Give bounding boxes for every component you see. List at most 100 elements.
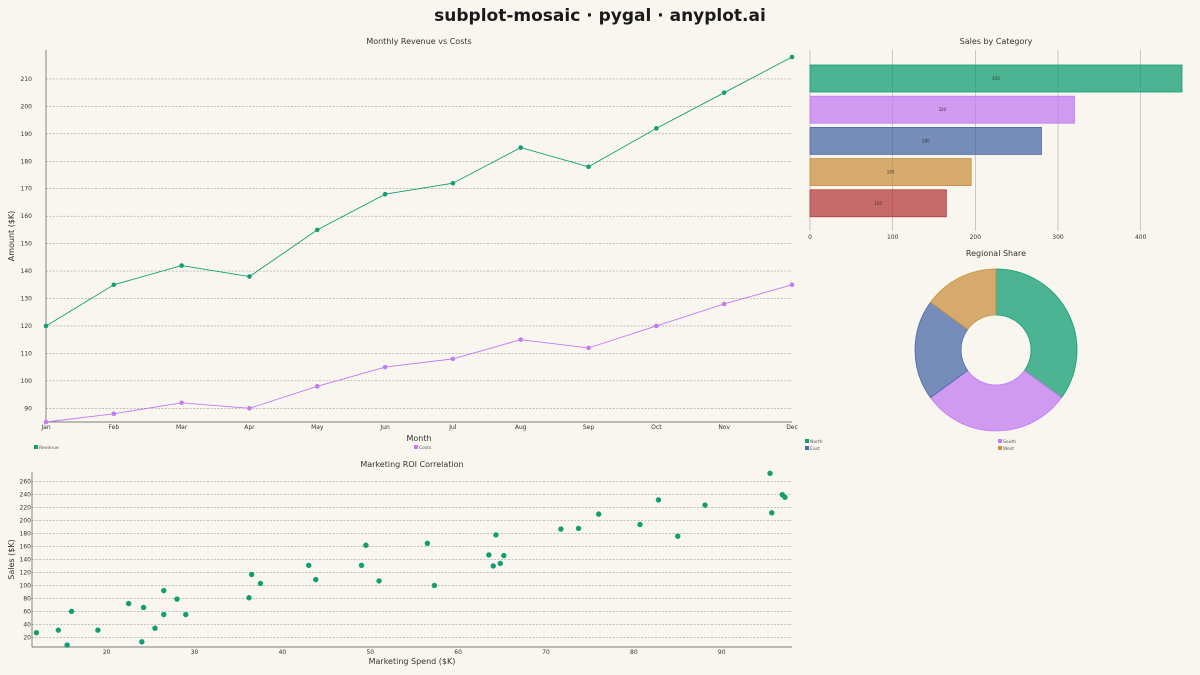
y-tick-label: 170 — [21, 186, 33, 193]
data-point-revenue — [721, 90, 727, 95]
data-point-costs — [518, 337, 524, 342]
scatter-point — [313, 576, 319, 583]
y-tick-label: 130 — [21, 296, 33, 303]
data-point-costs — [111, 411, 117, 417]
y-tick-label: 160 — [20, 544, 32, 551]
scatter-chart-panel: Marketing ROI Correlation 20 40 60 80 100 120 1… — [7, 460, 792, 666]
data-point-costs — [586, 345, 591, 351]
data-point-revenue — [586, 164, 591, 170]
legend-label-north: North — [810, 439, 823, 445]
x-tick-label: Jun — [379, 424, 390, 431]
scatter-point — [140, 604, 147, 611]
y-tick-label: 40 — [23, 621, 31, 628]
y-tick-label: 200 — [20, 518, 32, 525]
y-tick-label: 140 — [21, 268, 33, 275]
scatter-point — [575, 525, 582, 532]
bar — [809, 189, 947, 218]
bar-value-label: 320 — [938, 107, 946, 112]
x-tick-label: 60 — [454, 649, 462, 656]
scatter-point — [358, 562, 365, 569]
x-tick-label: 300 — [1052, 234, 1064, 241]
data-point-costs — [382, 364, 388, 370]
y-tick-label: 140 — [20, 557, 32, 564]
x-tick-label: 40 — [279, 649, 287, 656]
y-axis-label: Amount ($K) — [7, 211, 16, 262]
y-tick-label: 210 — [21, 76, 33, 83]
bar-chart-panel: Sales by Category 0 100 200 300 400 450 320 280 1… — [808, 37, 1183, 241]
bar — [809, 95, 1075, 124]
x-tick-label: May — [311, 424, 324, 431]
scatter-point — [161, 587, 167, 594]
bar-value-label: 280 — [922, 138, 930, 143]
y-tick-label: 160 — [21, 213, 33, 220]
data-point-costs — [179, 400, 184, 406]
data-point-revenue — [789, 54, 795, 60]
scatter-point — [246, 595, 252, 601]
x-tick-label: 80 — [630, 649, 638, 656]
y-tick-label: 180 — [21, 158, 33, 165]
y-tick-label: 20 — [23, 634, 31, 641]
data-point-revenue — [450, 180, 456, 186]
y-tick-label: 80 — [23, 595, 31, 602]
data-point-revenue — [382, 191, 388, 197]
scatter-point — [769, 510, 775, 516]
x-tick-label: Jul — [448, 424, 457, 431]
scatter-point — [431, 582, 438, 589]
legend-swatch-east — [805, 446, 809, 450]
figure-title: subplot-mosaic · pygal · anyplot.ai — [434, 6, 766, 26]
y-tick-label: 190 — [21, 131, 33, 138]
donut-chart-title: Regional Share — [966, 249, 1026, 258]
line-chart-panel: Monthly Revenue vs Costs 90 100 110 120 130 14… — [7, 37, 798, 451]
bar — [809, 158, 972, 187]
legend-swatch-north — [805, 439, 809, 443]
y-tick-label: 180 — [20, 531, 32, 538]
x-tick-label: Dec — [786, 424, 798, 431]
y-tick-label: 120 — [21, 323, 33, 330]
legend-label-west: West — [1003, 446, 1014, 452]
x-tick-label: 200 — [970, 234, 982, 241]
data-point-revenue — [247, 274, 252, 279]
data-point-costs — [247, 405, 252, 411]
legend-label-south: South — [1003, 439, 1016, 445]
scatter-point — [655, 497, 662, 503]
scatter-point — [183, 611, 189, 618]
x-tick-label: 90 — [718, 649, 726, 656]
data-point-revenue — [179, 263, 184, 268]
scatter-point — [782, 494, 788, 500]
scatter-point — [68, 608, 75, 615]
legend-label-costs: Costs — [419, 445, 432, 451]
scatter-point — [767, 470, 773, 476]
bar-chart-title: Sales by Category — [960, 37, 1033, 46]
scatter-point — [376, 578, 382, 584]
scatter-point — [306, 562, 312, 569]
y-tick-label: 240 — [20, 492, 32, 499]
scatter-point — [596, 511, 602, 517]
legend-swatch-revenue — [34, 445, 38, 449]
y-tick-label: 120 — [20, 569, 32, 576]
line-chart-title: Monthly Revenue vs Costs — [366, 37, 471, 46]
legend-swatch-south — [998, 439, 1002, 443]
scatter-point — [95, 627, 101, 633]
legend-label-revenue: Revenue — [39, 445, 59, 451]
x-tick-label: 100 — [887, 234, 899, 241]
donut-chart-panel: Regional Share North South East West — [805, 249, 1078, 452]
scatter-point — [363, 542, 369, 548]
x-axis-label: Month — [406, 434, 431, 443]
bar-value-label: 450 — [992, 76, 1000, 81]
scatter-point — [248, 571, 255, 578]
data-point-costs — [654, 323, 659, 329]
data-point-revenue — [314, 227, 320, 233]
donut-slice-east — [914, 301, 969, 399]
scatter-point — [174, 596, 180, 602]
bar — [809, 127, 1042, 155]
data-point-costs — [314, 384, 320, 389]
scatter-point — [493, 532, 499, 538]
y-tick-label: 100 — [21, 378, 33, 385]
scatter-point — [490, 563, 496, 569]
x-tick-label: 70 — [542, 649, 550, 656]
data-point-costs — [43, 419, 49, 425]
bar-value-label: 165 — [874, 201, 882, 206]
scatter-point — [33, 630, 40, 636]
bar — [809, 64, 1183, 93]
